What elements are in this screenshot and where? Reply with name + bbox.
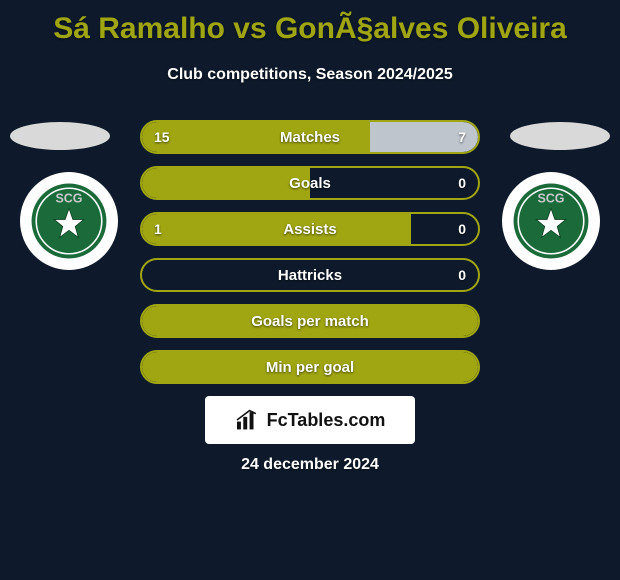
stat-row-label: Assists	[142, 214, 478, 244]
stat-row-label: Goals per match	[142, 306, 478, 336]
stat-row-value-right: 0	[458, 168, 466, 198]
stat-row: Min per goal	[140, 350, 480, 384]
stat-row: Matches15 7	[140, 120, 480, 154]
club-crest-icon: SCG	[512, 182, 590, 260]
bar-chart-icon	[235, 409, 261, 431]
date-label: 24 december 2024	[0, 456, 620, 474]
club-crest-icon: SCG	[30, 182, 108, 260]
stat-row-value-left: 1	[154, 214, 162, 244]
stat-row: Hattricks0	[140, 258, 480, 292]
stat-row: Assists1 0	[140, 212, 480, 246]
stat-row: Goals0	[140, 166, 480, 200]
stat-row-value-right: 7	[458, 122, 466, 152]
stat-row-value-right: 0	[458, 214, 466, 244]
page-subtitle: Club competitions, Season 2024/2025	[0, 66, 620, 84]
branding-label: FcTables.com	[267, 410, 386, 431]
player-right-ellipse	[510, 122, 610, 150]
stat-row-value-right: 0	[458, 260, 466, 290]
stat-row-label: Hattricks	[142, 260, 478, 290]
page-title: Sá Ramalho vs GonÃ§alves Oliveira	[0, 0, 620, 46]
player-left-ellipse	[10, 122, 110, 150]
player-right-badge: SCG	[502, 172, 600, 270]
stat-row-label: Goals	[142, 168, 478, 198]
stats-rows: Matches157Goals0Assists10Hattricks0Goals…	[140, 120, 480, 384]
stat-row: Goals per match	[140, 304, 480, 338]
stat-row-label: Min per goal	[142, 352, 478, 382]
branding-badge: FcTables.com	[205, 396, 415, 444]
svg-text:SCG: SCG	[537, 191, 564, 205]
player-left-badge: SCG	[20, 172, 118, 270]
stat-row-label: Matches	[142, 122, 478, 152]
stat-row-value-left: 15	[154, 122, 170, 152]
svg-text:SCG: SCG	[55, 191, 82, 205]
